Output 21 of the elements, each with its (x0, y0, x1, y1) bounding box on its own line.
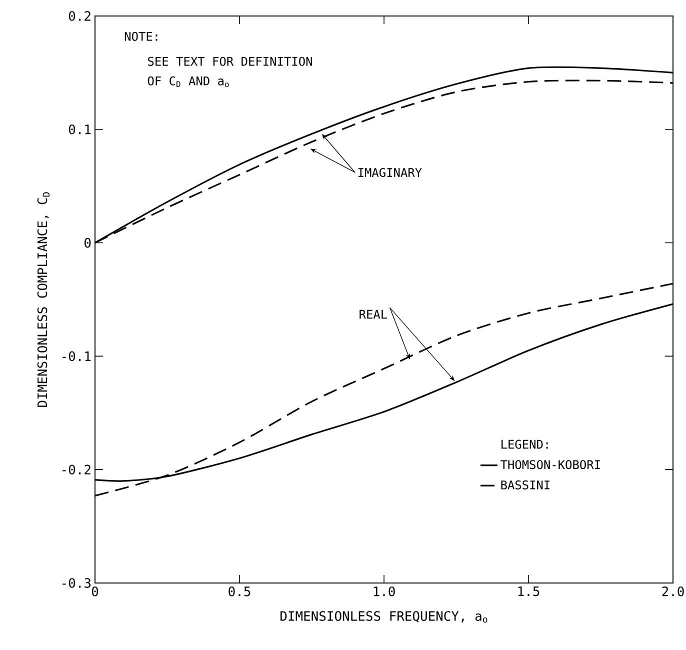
annotation: SEE TEXT FOR DEFINITION (148, 56, 312, 66)
x-tick-label: 1.0 (374, 586, 395, 596)
y-axis-title: DIMENSIONLESS COMPLIANCE, C$_{D}$ (37, 192, 50, 407)
annotation: OF C$_{D}$ AND a$_{o}$ (148, 76, 229, 88)
annotation: REAL (360, 310, 388, 319)
y-tick-label: -0.3 (62, 578, 91, 588)
x-tick-label: 1.5 (518, 586, 540, 596)
x-tick-label: 0.5 (228, 586, 250, 596)
y-tick-label: -0.2 (62, 464, 90, 474)
legend-label: BASSINI (501, 480, 550, 490)
x-axis-title: DIMENSIONLESS FREQUENCY, a$_{o}$ (280, 611, 488, 623)
legend-label: THOMSON-KOBORI (500, 460, 600, 470)
y-tick-label: 0.1 (68, 124, 91, 134)
legend-title: LEGEND: (502, 440, 548, 449)
x-tick-label: 2.0 (662, 586, 684, 596)
y-tick-label: 0 (84, 238, 91, 248)
x-tick-label: 0 (92, 586, 98, 596)
annotation: IMAGINARY (358, 168, 422, 177)
y-tick-label: 0.2 (68, 11, 90, 21)
annotation: NOTE: (124, 32, 158, 41)
y-tick-label: -0.1 (62, 351, 91, 362)
